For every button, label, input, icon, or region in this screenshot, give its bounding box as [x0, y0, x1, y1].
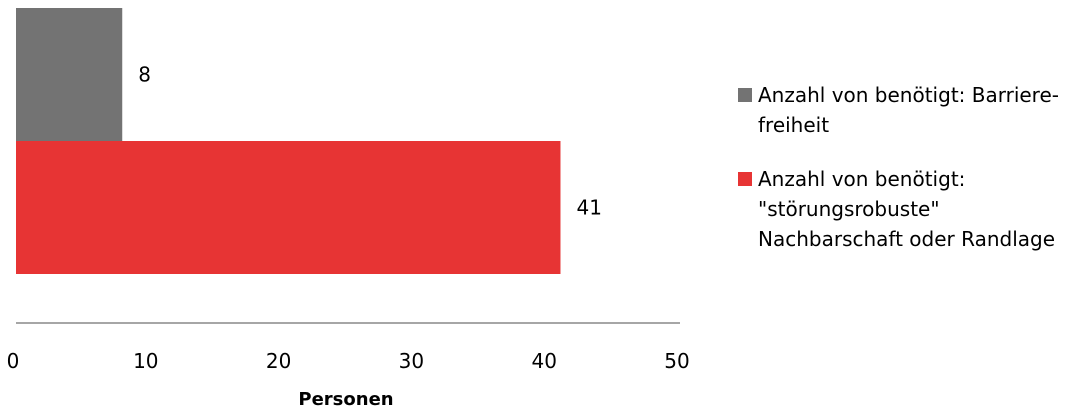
legend-item-1: Anzahl von benötigt: Barriere-freiheit	[738, 80, 1078, 140]
x-axis-title: Personen	[298, 389, 393, 410]
legend-label-2-line-2: "störungsrobuste"	[758, 197, 940, 221]
legend-swatch-1	[738, 88, 752, 102]
x-tick-label-50: 50	[664, 349, 689, 373]
legend-item-2: Anzahl von benötigt: "störungsrobuste" Nac…	[738, 164, 1078, 254]
legend-label-2-line-3: Nachbarschaft oder Randlage	[758, 227, 1056, 251]
legend-label-1-line-1: Anzahl von benötigt: Barriere-	[758, 83, 1059, 107]
data-label-1: 8	[138, 63, 151, 87]
x-tick-label-30: 30	[399, 349, 424, 373]
bar-1	[16, 8, 123, 141]
data-label-2: 41	[576, 196, 601, 220]
legend-label-1-line-2: freiheit	[758, 113, 830, 137]
bar-2	[16, 141, 561, 274]
x-tick-label-0: 0	[7, 349, 20, 373]
x-tick-label-20: 20	[266, 349, 291, 373]
x-tick-label-40: 40	[531, 349, 556, 373]
legend-label-2-line-1: Anzahl von benötigt:	[758, 167, 966, 191]
legend: Anzahl von benötigt: Barriere-freiheit An…	[738, 80, 1078, 278]
x-tick-label-10: 10	[133, 349, 158, 373]
legend-swatch-2	[738, 172, 752, 186]
